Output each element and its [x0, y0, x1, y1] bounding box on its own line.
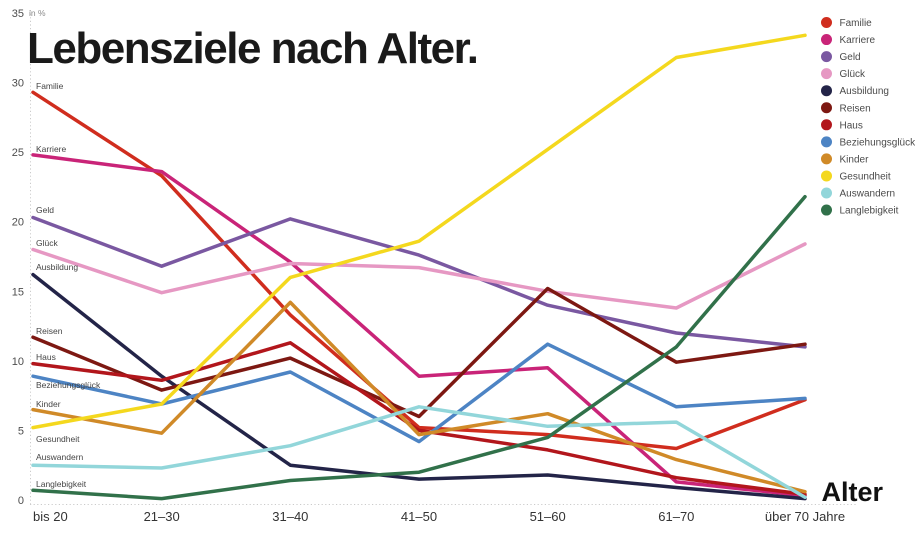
- x-tick-label: 21–30: [144, 509, 180, 524]
- legend-label: Haus: [840, 120, 863, 131]
- line-familie: [31, 90, 807, 451]
- legend-label: Kinder: [840, 154, 870, 165]
- y-tick-label: 0: [18, 495, 24, 507]
- line-start-label: Ausbildung: [36, 262, 78, 272]
- legend-dot: [821, 187, 832, 199]
- line-gesundheit: [31, 33, 807, 430]
- line-start-label: Familie: [36, 81, 64, 91]
- legend-dot: [821, 204, 832, 216]
- line-start-label: Auswandern: [36, 452, 84, 462]
- legend-dot: [821, 34, 832, 46]
- y-tick-label: 20: [12, 217, 24, 229]
- line-auswandern: [31, 405, 807, 499]
- line-start-label: Gesundheit: [36, 434, 80, 444]
- line-start-label: Geld: [36, 205, 54, 215]
- y-tick-label: 35: [12, 8, 24, 20]
- x-tick-label: bis 20: [33, 509, 68, 524]
- line-ausbildung: [31, 272, 807, 501]
- x-axis-ticks: bis 20 21–30 31–40 41–50 51–60 61–70 über 70 J…: [33, 509, 845, 524]
- legend-dot: [821, 51, 832, 63]
- y-tick-label: 25: [12, 147, 24, 159]
- legend-label: Geld: [840, 52, 861, 63]
- line-start-label: Beziehungsglück: [36, 380, 101, 390]
- legend-label: Auswandern: [840, 189, 896, 200]
- y-axis-unit-label: in %: [29, 8, 46, 18]
- legend-dot: [821, 136, 832, 148]
- legend-label: Langlebigkeit: [840, 206, 899, 217]
- line-langlebigkeit: [31, 194, 807, 501]
- x-tick-label: 31–40: [272, 509, 308, 524]
- line-start-label: Glück: [36, 238, 58, 248]
- x-tick-label: 41–50: [401, 509, 437, 524]
- axes: [30, 10, 857, 505]
- legend-dot: [821, 68, 832, 80]
- line-start-labels: Familie Karriere Geld Glück Ausbildung Reisen…: [36, 81, 101, 489]
- legend-label: Ausbildung: [840, 86, 889, 97]
- legend-dot: [821, 170, 832, 182]
- legend-label: Karriere: [840, 35, 876, 46]
- legend-dot: [821, 119, 832, 131]
- line-karriere: [31, 153, 807, 498]
- y-tick-label: 10: [12, 356, 24, 368]
- page-title: Lebensziele nach Alter.: [27, 24, 479, 73]
- line-start-label: Karriere: [36, 144, 67, 154]
- x-tick-label: 61–70: [658, 509, 694, 524]
- line-geld: [31, 215, 807, 349]
- line-reisen: [31, 286, 807, 419]
- legend-dot: [821, 102, 832, 114]
- x-axis-title: Alter: [821, 477, 883, 507]
- x-tick-label: 51–60: [530, 509, 566, 524]
- legend-label: Familie: [840, 18, 873, 29]
- line-kinder: [31, 300, 807, 494]
- legend-label: Reisen: [840, 103, 871, 114]
- data-lines: [31, 33, 807, 501]
- line-start-label: Haus: [36, 352, 56, 362]
- legend-dot: [821, 85, 832, 97]
- line-start-label: Reisen: [36, 326, 63, 336]
- line-haus: [31, 341, 807, 497]
- legend-label: Glück: [840, 69, 867, 80]
- y-tick-label: 15: [12, 286, 24, 298]
- y-tick-label: 30: [12, 78, 24, 90]
- legend-dot: [821, 153, 832, 165]
- x-tick-label: über 70 Jahre: [765, 509, 845, 524]
- y-tick-label: 5: [18, 425, 24, 437]
- legend-label: Beziehungsglück: [840, 137, 915, 148]
- legend-dot: [821, 17, 832, 28]
- line-glueck: [31, 242, 807, 310]
- line-start-label: Kinder: [36, 399, 61, 409]
- legend-label: Gesundheit: [840, 171, 891, 182]
- line-start-label: Langlebigkeit: [36, 479, 87, 489]
- legend: Familie Karriere Geld Glück Ausbildung Reisen…: [821, 17, 915, 217]
- y-axis-ticks: 35 30 25 20 15 10 5 0: [12, 8, 24, 507]
